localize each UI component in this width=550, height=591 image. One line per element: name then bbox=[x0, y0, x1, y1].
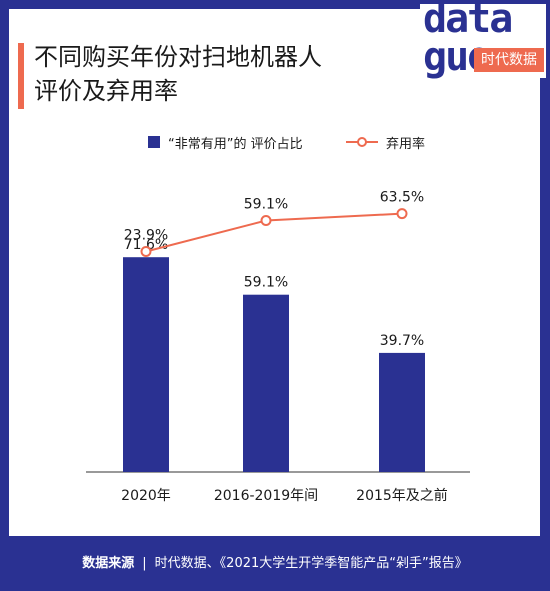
title-line-2: 评价及弃用率 bbox=[34, 77, 178, 105]
line-value-label-1: 59.1% bbox=[244, 197, 288, 213]
line-point-0 bbox=[140, 246, 152, 257]
line-point-1 bbox=[260, 215, 272, 227]
legend-item-line: 弃用率 bbox=[346, 132, 425, 152]
bar-value-label-1: 59.1% bbox=[244, 275, 288, 291]
legend-bar-swatch bbox=[148, 136, 160, 148]
logo-badge: 时代数据 bbox=[474, 48, 544, 72]
logo-line-1: data bbox=[423, 0, 513, 42]
line-point-2 bbox=[396, 208, 408, 220]
category-label-0: 2020年 bbox=[121, 488, 171, 504]
category-label-2: 2015年及之前 bbox=[356, 487, 448, 504]
source-label: 数据来源 bbox=[82, 556, 135, 571]
bar-2 bbox=[379, 352, 425, 472]
bar-1 bbox=[243, 294, 289, 472]
legend: “非常有用”的 评价占比 弃用率 bbox=[0, 132, 550, 152]
legend-line-swatch bbox=[346, 137, 378, 147]
bar-value-label-2: 39.7% bbox=[380, 333, 424, 349]
title-line-1: 不同购买年份对扫地机器人 bbox=[34, 43, 322, 71]
chart-title: 不同购买年份对扫地机器人 评价及弃用率 bbox=[34, 40, 322, 108]
abandon-rate-line bbox=[145, 212, 403, 253]
title-accent-bar bbox=[18, 43, 24, 109]
legend-bar-label: “非常有用”的 评价占比 bbox=[168, 136, 303, 152]
line-value-label-0: 23.9% bbox=[124, 228, 168, 244]
footer: 数据来源 | 时代数据、《2021大学生开学季智能产品“剁手”报告》 bbox=[0, 536, 550, 591]
source-separator: | bbox=[142, 556, 147, 571]
legend-line-label: 弃用率 bbox=[386, 136, 426, 152]
bar-0 bbox=[123, 257, 169, 472]
legend-item-bar: “非常有用”的 评价占比 bbox=[148, 132, 303, 152]
combo-chart: 71.6%59.1%39.7%2020年 2016-2019年间 2015年及之前2… bbox=[86, 190, 470, 504]
datagoo-logo: data guo 时代数据 bbox=[420, 0, 546, 78]
source-text: 时代数据、《2021大学生开学季智能产品“剁手”报告》 bbox=[154, 556, 468, 571]
category-label-1: 2016-2019年间 bbox=[214, 488, 318, 504]
line-value-label-2: 63.5% bbox=[380, 190, 424, 206]
